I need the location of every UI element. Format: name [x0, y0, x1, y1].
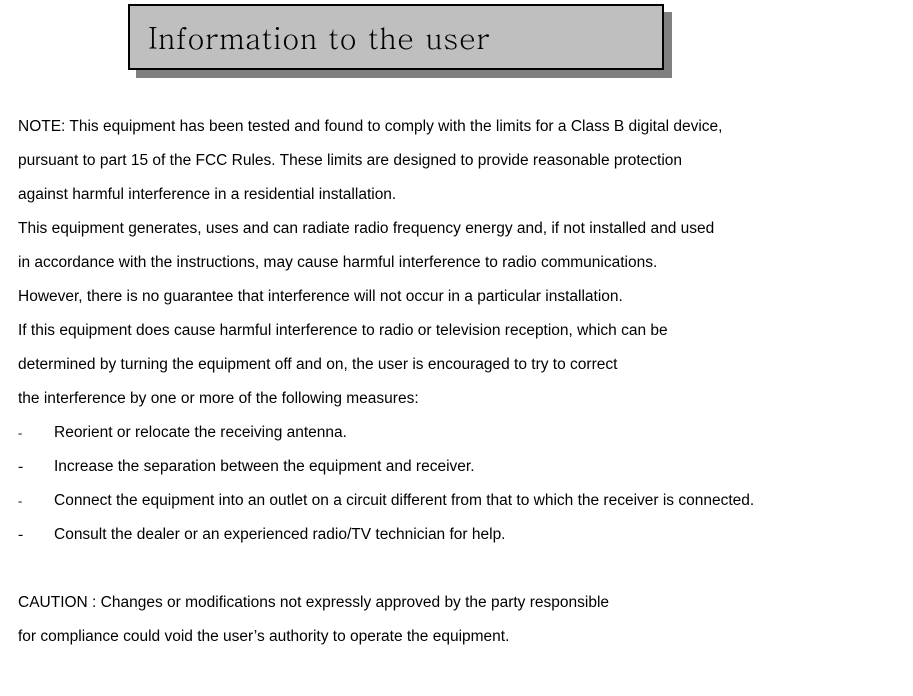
note-line: This equipment generates, uses and can r… [18, 212, 895, 246]
note-line: However, there is no guarantee that inte… [18, 280, 895, 314]
bullet-item: - Consult the dealer or an experienced r… [18, 518, 895, 552]
bullet-item: - Increase the separation between the eq… [18, 450, 895, 484]
document-page: Information to the user NOTE: This equip… [0, 4, 913, 696]
caution-block: CAUTION : Changes or modifications not e… [18, 586, 895, 654]
note-line: against harmful interference in a reside… [18, 178, 895, 212]
title-text: Information to the user [148, 16, 490, 58]
note-line: in accordance with the instructions, may… [18, 246, 895, 280]
bullet-text: Increase the separation between the equi… [54, 450, 475, 484]
note-line: the interference by one or more of the f… [18, 382, 895, 416]
note-line: NOTE: This equipment has been tested and… [18, 110, 895, 144]
note-line: determined by turning the equipment off … [18, 348, 895, 382]
bullet-text: Connect the equipment into an outlet on … [54, 484, 754, 518]
dash-icon: - [18, 518, 54, 552]
body-text: NOTE: This equipment has been tested and… [18, 110, 895, 654]
note-line: If this equipment does cause harmful int… [18, 314, 895, 348]
dash-icon: - [18, 484, 54, 518]
caution-line: CAUTION : Changes or modifications not e… [18, 586, 895, 620]
bullet-item: - Reorient or relocate the receiving ant… [18, 416, 895, 450]
bullet-item: - Connect the equipment into an outlet o… [18, 484, 895, 518]
title-banner: Information to the user [128, 4, 672, 78]
title-box: Information to the user [128, 4, 664, 70]
dash-icon: - [18, 416, 54, 450]
caution-line: for compliance could void the user’s aut… [18, 620, 895, 654]
dash-icon: - [18, 450, 54, 484]
bullet-text: Consult the dealer or an experienced rad… [54, 518, 506, 552]
note-line: pursuant to part 15 of the FCC Rules. Th… [18, 144, 895, 178]
bullet-text: Reorient or relocate the receiving anten… [54, 416, 347, 450]
